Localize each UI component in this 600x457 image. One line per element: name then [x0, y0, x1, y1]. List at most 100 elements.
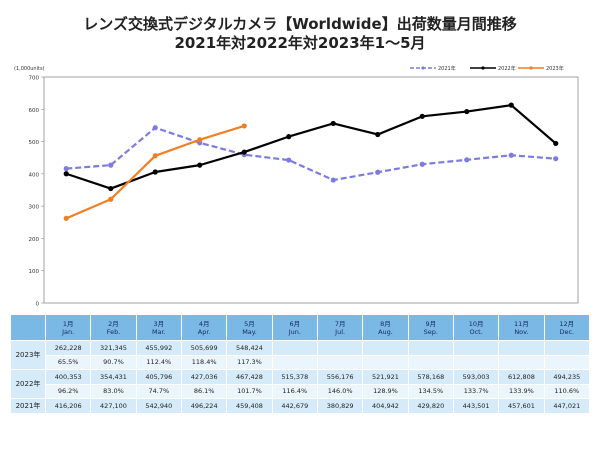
data-point: [63, 215, 69, 221]
legend-marker: [529, 66, 533, 70]
table-header-month: 9月 Sep.: [407, 314, 454, 341]
chart-title: レンズ交換式デジタルカメラ【Worldwide】出荷数量月間推移: [83, 15, 517, 33]
table-cell-percent: 116.4%: [271, 383, 318, 399]
data-point: [197, 137, 203, 143]
table-cell-units: 515,378: [271, 369, 318, 385]
table-cell-percent: 146.0%: [316, 383, 364, 399]
month-label-ja: 3月: [153, 319, 165, 328]
table-row: 2021年 416,206 427,100 542,940 496,224 459,408…: [10, 398, 591, 414]
table-cell-units: 321,345: [90, 340, 137, 356]
table-cell-percent: 96.2%: [44, 383, 92, 399]
table-cell-units: 429,820: [407, 398, 454, 414]
line-chart: 0 100 200 300 400 500 600 700 (1,000units) 2021年 2…: [14, 65, 579, 308]
data-point: [152, 153, 158, 159]
table-cell-percent: [498, 354, 545, 370]
month-label-ja: 5月: [244, 319, 255, 328]
month-label-en: Jun.: [288, 327, 301, 336]
y-tick-label: 400: [29, 172, 40, 178]
table-header-month: 2月 Feb.: [90, 314, 137, 341]
table-row-percent: 96.2% 83.0% 74.7% 86.1% 101.7% 116.4% 146.0% 12…: [11, 383, 591, 399]
table-cell-percent: 86.1%: [180, 383, 228, 399]
legend-label: 2022年: [498, 65, 516, 72]
y-tick-label: 500: [29, 140, 40, 146]
month-label-en: Feb.: [106, 327, 121, 336]
data-point: [152, 125, 158, 131]
month-label-ja: 11月: [514, 319, 529, 328]
series-line: [65, 104, 557, 190]
table-cell-units: 467,428: [226, 369, 273, 385]
data-point: [197, 162, 203, 168]
table-cell-percent: [271, 354, 318, 370]
data-point: [63, 171, 69, 177]
table-header-month: 11月 Nov.: [498, 314, 545, 341]
table-cell-percent: 101.7%: [226, 383, 273, 399]
table-cell-units: 404,942: [362, 398, 409, 414]
row-year-label: 2022年: [10, 369, 46, 399]
data-point: [464, 108, 470, 115]
table-cell-units: 455,992: [135, 340, 182, 356]
table-header-month: 4月 Apr.: [180, 314, 228, 341]
table-cell-percent: 118.4%: [180, 354, 228, 370]
table-cell-percent: 128.9%: [362, 383, 409, 399]
y-tick-label: 200: [29, 237, 40, 243]
table-cell-percent: [452, 354, 500, 370]
month-label-ja: 7月: [334, 319, 346, 328]
table-cell-percent: 134.5%: [407, 383, 454, 399]
data-point: [375, 131, 381, 138]
table-row-percent: 65.5% 90.7% 112.4% 118.4% 117.3%: [11, 354, 591, 370]
table-header-month: 5月 May.: [226, 314, 273, 341]
table-cell-units: 427,100: [90, 398, 137, 414]
table-cell-units: [362, 340, 409, 356]
month-label-ja: 10月: [468, 319, 484, 328]
table-cell-percent: 133.9%: [498, 383, 545, 399]
table-cell-units: 459,408: [226, 398, 273, 414]
data-point: [108, 162, 114, 168]
table-cell-units: [316, 340, 364, 356]
y-tick-label: 300: [29, 205, 40, 211]
table-cell-units: 556,176: [316, 369, 364, 385]
month-label-en: May.: [242, 327, 257, 336]
month-label-en: Jul.: [335, 327, 346, 336]
y-tick-label: 700: [29, 76, 40, 82]
data-point: [241, 149, 247, 155]
data-point: [241, 123, 247, 129]
table-header-month: 8月 Aug.: [362, 314, 409, 341]
table-cell-units: [271, 340, 318, 356]
table-cell-units: 443,501: [452, 398, 500, 414]
month-label-ja: 6月: [289, 319, 301, 328]
table-cell-units: [543, 340, 591, 356]
data-point: [63, 166, 69, 172]
month-label-ja: 9月: [425, 319, 437, 328]
month-label-en: Apr.: [197, 327, 211, 336]
y-tick-label: 600: [29, 108, 40, 114]
table-cell-percent: [362, 354, 409, 370]
data-point: [419, 161, 425, 167]
table-cell-percent: 133.7%: [452, 383, 500, 399]
table-header-month: 12月 Dec.: [543, 314, 591, 341]
row-year-label: 2021年: [10, 398, 46, 414]
table-cell-units: 593,003: [452, 369, 500, 385]
month-label-ja: 4月: [198, 319, 210, 328]
y-tick-label: 100: [29, 269, 40, 275]
table-cell-units: [407, 340, 454, 356]
legend-label: 2023年: [546, 65, 564, 72]
month-label-en: Mar.: [151, 327, 166, 336]
plot-area: [43, 76, 579, 304]
month-label-en: Sep.: [423, 327, 438, 336]
legend-marker: [481, 66, 485, 70]
data-point: [330, 177, 336, 183]
table-header-month: 3月 Mar.: [135, 314, 182, 341]
month-label-ja: 12月: [559, 319, 575, 328]
data-point: [108, 185, 114, 192]
month-label-en: Aug.: [378, 327, 393, 336]
table-cell-units: 354,431: [90, 369, 137, 385]
table-header-month: 10月 Oct.: [452, 314, 500, 341]
table-cell-units: 380,829: [316, 398, 364, 414]
table-cell-units: 494,235: [543, 369, 591, 385]
table-cell-units: 548,424: [226, 340, 273, 356]
month-label-en: Nov.: [514, 327, 529, 336]
table-cell-percent: 112.4%: [135, 354, 182, 370]
table-cell-units: 612,808: [498, 369, 545, 385]
table-cell-percent: 110.6%: [543, 383, 591, 399]
table-cell-units: [498, 340, 545, 356]
